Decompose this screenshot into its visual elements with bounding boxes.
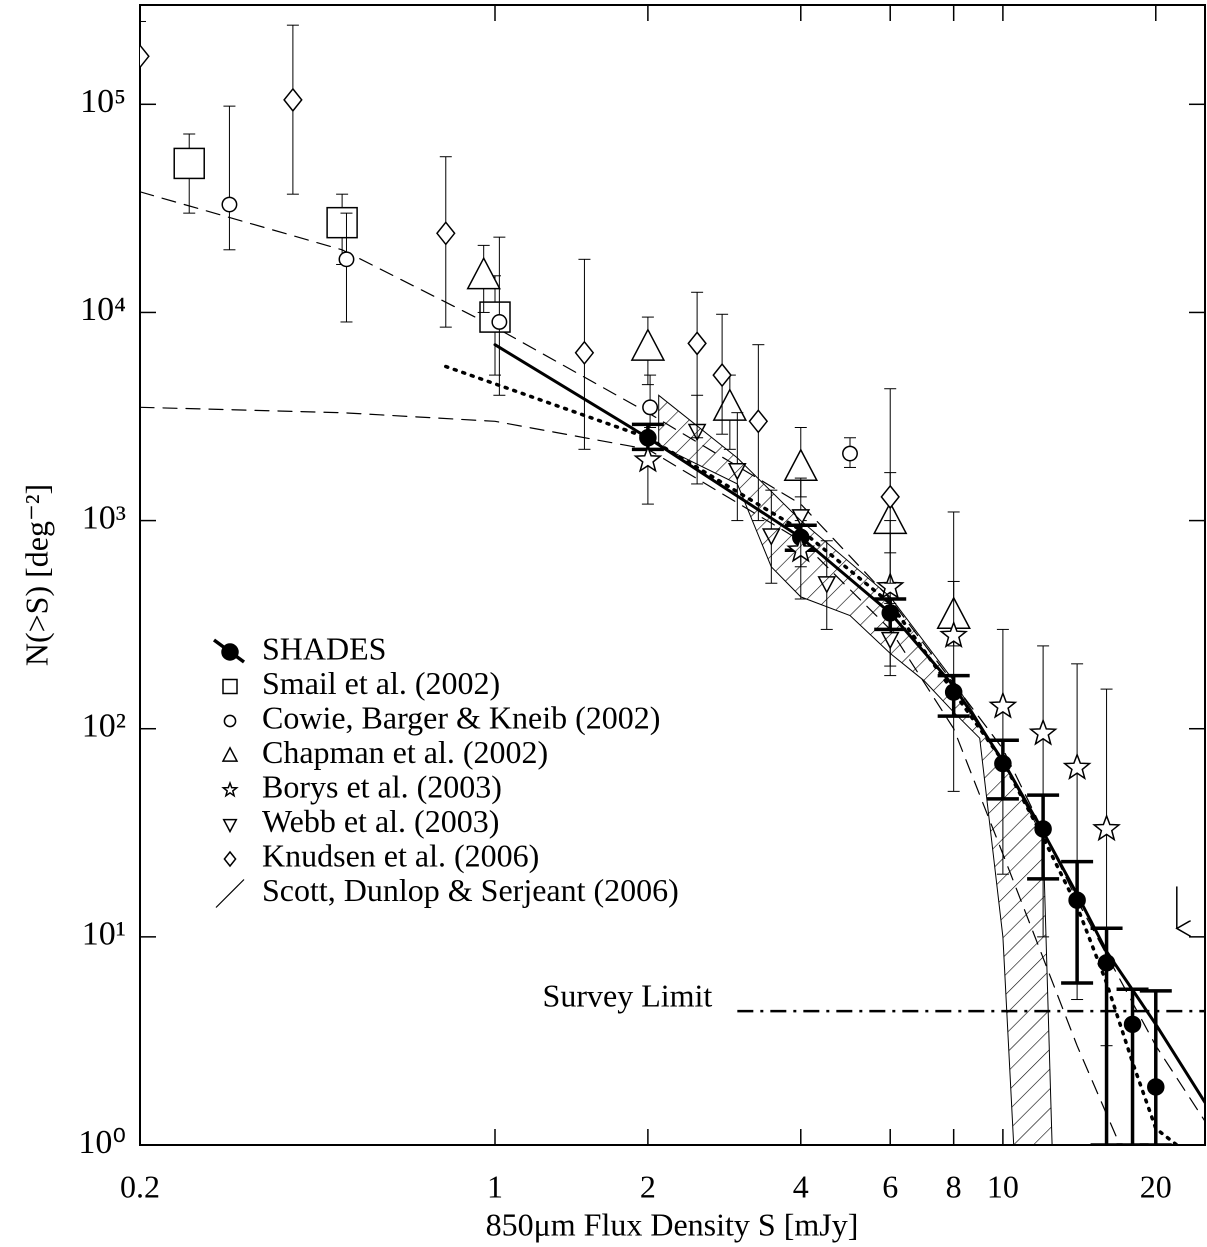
survey-limit-label: Survey Limit [543, 977, 713, 1013]
point [222, 678, 238, 695]
point [1147, 1078, 1165, 1096]
point [630, 328, 666, 361]
y-axis-label: N(>S) [deg⁻²] [18, 484, 54, 666]
legend-label: Knudsen et al. (2006) [262, 837, 539, 873]
x-tick-label: 10 [987, 1168, 1019, 1204]
point [326, 206, 358, 239]
x-tick-label: 20 [1140, 1168, 1172, 1204]
legend-label: Borys et al. (2003) [262, 768, 502, 804]
legend-label: Smail et al. (2002) [262, 665, 500, 701]
plot-frame [139, 4, 1206, 1146]
point [221, 746, 239, 762]
point [633, 445, 663, 473]
point [880, 484, 900, 510]
error-bar [1071, 663, 1084, 1001]
point [1062, 752, 1092, 780]
error-bar [1116, 987, 1149, 1145]
point [491, 314, 508, 330]
point [783, 448, 819, 482]
point [1028, 718, 1058, 746]
point [173, 147, 205, 180]
legend-label: Chapman et al. (2002) [262, 734, 548, 770]
point [283, 87, 303, 113]
x-tick-label: 1 [487, 1168, 503, 1204]
legend-label: SHADES [262, 630, 386, 666]
x-tick-label: 8 [946, 1168, 962, 1204]
point [712, 388, 748, 421]
point [1092, 813, 1121, 842]
point [842, 445, 858, 462]
error-bar [1139, 989, 1172, 1145]
point [223, 714, 237, 728]
legend-label: Webb et al. (2003) [262, 803, 499, 839]
y-tick-label: 10⁵ [80, 83, 126, 120]
curve-dashed [140, 406, 1121, 1145]
point [221, 643, 239, 661]
legend-symbol [215, 879, 245, 908]
x-tick-label: 0.2 [120, 1168, 160, 1204]
error-bar [1100, 688, 1113, 1047]
error-bar [691, 291, 704, 439]
point [712, 362, 732, 388]
y-tick-label: 10⁴ [80, 291, 126, 328]
x-axis-label: 850μm Flux Density S [mJy] [486, 1206, 859, 1242]
point [1123, 1015, 1142, 1034]
hatched-region [658, 394, 1053, 1145]
point [466, 256, 501, 290]
point [436, 221, 456, 246]
legend-label: Scott, Dunlop & Serjeant (2006) [262, 872, 679, 908]
point [748, 409, 769, 434]
point [223, 850, 237, 868]
point [221, 780, 239, 798]
point [875, 571, 905, 600]
error-bar [223, 105, 236, 251]
point [939, 620, 969, 648]
y-tick-label: 10² [82, 708, 126, 745]
point [221, 196, 238, 213]
point [338, 251, 355, 268]
point [574, 340, 595, 366]
y-tick-label: 10⁰ [78, 1124, 126, 1161]
legend-label: Cowie, Barger & Kneib (2002) [262, 699, 660, 735]
x-tick-label: 6 [882, 1168, 898, 1204]
y-tick-label: 10¹ [82, 916, 126, 953]
point [140, 44, 150, 69]
curve-dotted [444, 364, 1179, 1145]
error-bar [340, 212, 353, 323]
y-tick-label: 10³ [82, 499, 126, 536]
x-tick-label: 4 [793, 1168, 809, 1204]
point [687, 331, 707, 356]
x-tick-label: 2 [640, 1168, 656, 1204]
point [642, 399, 659, 416]
error-bar [947, 511, 960, 792]
point [988, 691, 1018, 719]
point [222, 818, 238, 834]
plot-area [140, 20, 1205, 1145]
